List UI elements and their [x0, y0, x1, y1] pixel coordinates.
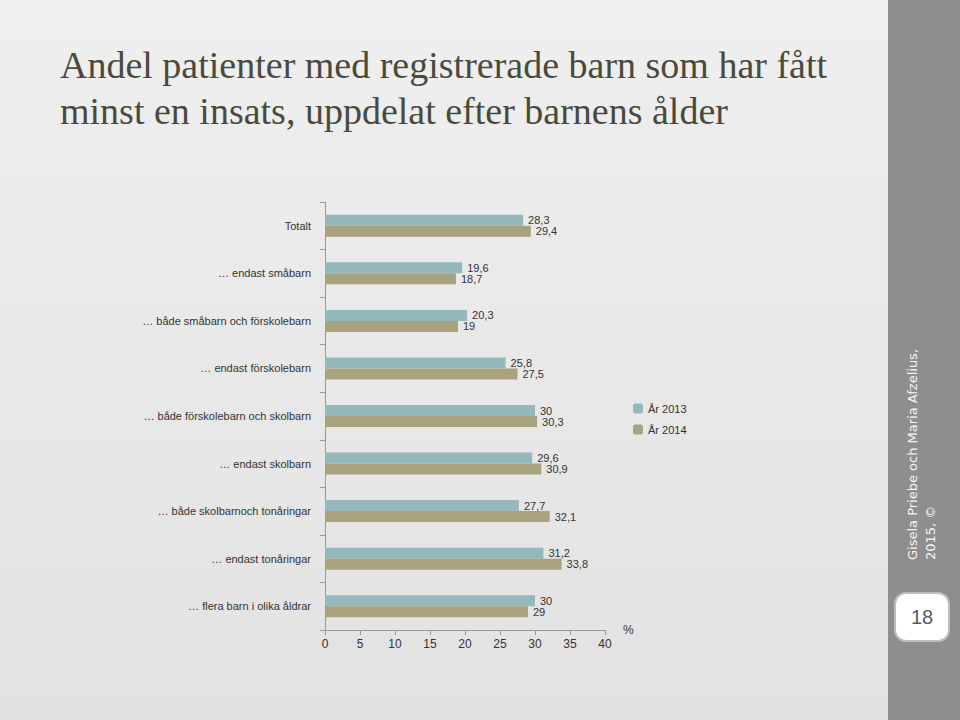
svg-text:%: % [623, 623, 634, 637]
svg-text:28,3: 28,3 [528, 214, 550, 227]
svg-text:32,1: 32,1 [555, 511, 576, 523]
svg-text:25: 25 [493, 637, 507, 651]
svg-text:30: 30 [528, 637, 542, 651]
svg-text:… endast småbarn: … endast småbarn [218, 267, 311, 279]
svg-text:30: 30 [540, 594, 553, 607]
svg-text:19,6: 19,6 [467, 261, 489, 274]
svg-text:20,3: 20,3 [472, 309, 493, 321]
svg-text:… både småbarn och förskolebar: … både småbarn och förskolebarn [142, 315, 311, 327]
svg-text:27,5: 27,5 [523, 368, 544, 380]
html-text:Gisela Priebe och Maria Afzeli: Gisela Priebe och Maria Afzelius, 2015, … [905, 349, 938, 560]
svg-text:… både skolbarnoch tonåringar: … både skolbarnoch tonåringar [158, 505, 312, 517]
svg-text:0: 0 [322, 637, 329, 651]
svg-text:… endast tonåringar: … endast tonåringar [211, 553, 311, 565]
svg-text:35: 35 [563, 637, 577, 651]
svg-text:29,6: 29,6 [537, 452, 559, 465]
svg-text:År 2014: År 2014 [648, 424, 687, 436]
svg-text:31,2: 31,2 [548, 547, 570, 560]
svg-text:30,9: 30,9 [546, 463, 567, 475]
svg-text:18,7: 18,7 [461, 273, 482, 285]
svg-text:… endast skolbarn: … endast skolbarn [219, 458, 311, 470]
svg-text:30,3: 30,3 [542, 416, 563, 428]
svg-text:5: 5 [357, 637, 364, 651]
html-text:18: 18 [910, 606, 934, 628]
svg-text:19: 19 [463, 320, 475, 332]
svg-text:20: 20 [458, 637, 472, 651]
svg-text:29,4: 29,4 [536, 225, 557, 237]
svg-text:… flera barn i olika åldrar: … flera barn i olika åldrar [188, 600, 311, 612]
svg-text:10: 10 [388, 637, 402, 651]
svg-text:15: 15 [423, 637, 437, 651]
svg-text:33,8: 33,8 [567, 558, 588, 570]
svg-text:… både förskolebarn och skolba: … både förskolebarn och skolbarn [143, 410, 311, 422]
svg-text:40: 40 [598, 637, 612, 651]
svg-text:Totalt: Totalt [285, 220, 311, 232]
svg-text:30: 30 [540, 404, 553, 417]
svg-text:29: 29 [533, 606, 545, 618]
svg-text:År 2013: År 2013 [648, 403, 687, 415]
svg-text:27,7: 27,7 [524, 500, 545, 512]
html-text:Andel patienter med registrera: Andel patienter med registrerade barn so… [60, 44, 828, 132]
svg-text:25,8: 25,8 [510, 356, 532, 369]
svg-text:… endast förskolebarn: … endast förskolebarn [200, 362, 311, 374]
